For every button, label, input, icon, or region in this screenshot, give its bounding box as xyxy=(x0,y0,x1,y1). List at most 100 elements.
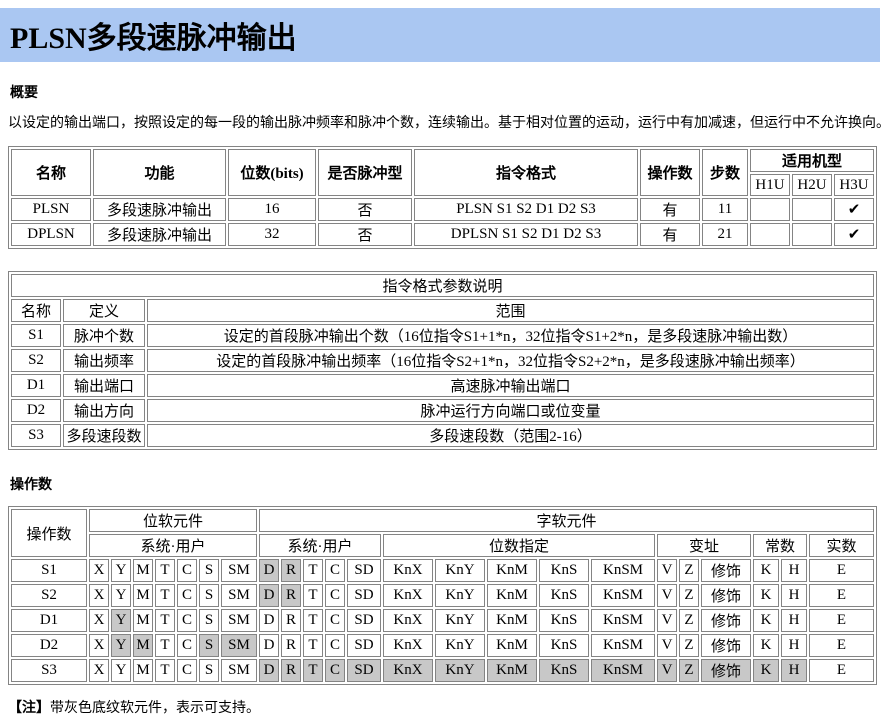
operand-table: 操作数 位软元件 字软元件 系统·用户 系统·用户 位数指定 变址 常数 实数 … xyxy=(8,506,877,685)
instruction-cell: 16 xyxy=(228,198,316,221)
device-cell-supported: D xyxy=(259,659,279,682)
device-cell: Y xyxy=(111,659,131,682)
note: 【注】带灰色底纹软元件，表示可支持。 xyxy=(8,697,894,717)
device-cell: KnY xyxy=(435,634,485,657)
device-cell: T xyxy=(303,634,323,657)
param-cell: 输出端口 xyxy=(63,374,145,397)
device-cell: H xyxy=(781,559,807,582)
device-cell: Z xyxy=(679,559,699,582)
param-row: D2 输出方向 脉冲运行方向端口或位变量 xyxy=(11,399,874,422)
page-title: PLSN多段速脉冲输出 xyxy=(10,22,297,55)
instruction-cell xyxy=(750,198,790,221)
device-cell: 修饰 xyxy=(701,634,751,657)
device-cell: V xyxy=(657,634,677,657)
instruction-row: DPLSN 多段速脉冲输出 32 否 DPLSN S1 S2 D1 D2 S3 有 21 ✔ xyxy=(11,223,874,246)
device-cell: T xyxy=(303,584,323,607)
device-cell: E xyxy=(809,659,874,682)
device-cell: KnS xyxy=(539,634,589,657)
device-cell: X xyxy=(89,559,109,582)
device-cell: T xyxy=(155,559,175,582)
param-header-row: 名称 定义 范围 xyxy=(11,299,874,322)
instruction-cell: 否 xyxy=(318,198,412,221)
device-cell-supported: SD xyxy=(347,659,381,682)
device-cell-supported: KnSM xyxy=(591,659,655,682)
instruction-cell: 11 xyxy=(702,198,748,221)
device-cell: C xyxy=(325,584,345,607)
instruction-cell: DPLSN xyxy=(11,223,91,246)
col-header-word-group: 字软元件 xyxy=(259,509,874,532)
param-cell: S2 xyxy=(11,349,61,372)
device-cell: T xyxy=(303,559,323,582)
device-cell: S xyxy=(199,609,219,632)
param-cell: 输出频率 xyxy=(63,349,145,372)
device-cell: KnM xyxy=(487,584,537,607)
device-cell-supported: D xyxy=(259,584,279,607)
instruction-cell: 21 xyxy=(702,223,748,246)
param-row: S3 多段速段数 多段速段数（范围2-16） xyxy=(11,424,874,447)
device-cell-supported: D xyxy=(259,559,279,582)
param-title-row: 指令格式参数说明 xyxy=(11,274,874,297)
device-cell: KnY xyxy=(435,559,485,582)
device-cell: Z xyxy=(679,634,699,657)
device-cell: V xyxy=(657,559,677,582)
operand-label-cell: D1 xyxy=(11,609,87,632)
device-cell: R xyxy=(281,609,301,632)
param-row: D1 输出端口 高速脉冲输出端口 xyxy=(11,374,874,397)
instruction-cell: PLSN xyxy=(11,198,91,221)
device-cell: X xyxy=(89,584,109,607)
device-cell: M xyxy=(133,609,153,632)
device-cell: E xyxy=(809,609,874,632)
device-cell: K xyxy=(753,634,779,657)
device-cell: Y xyxy=(111,559,131,582)
device-cell: Z xyxy=(679,584,699,607)
instruction-cell: 否 xyxy=(318,223,412,246)
operand-label-cell: S3 xyxy=(11,659,87,682)
col-header-steps: 步数 xyxy=(702,149,748,196)
device-cell: 修饰 xyxy=(701,584,751,607)
device-cell: M xyxy=(133,559,153,582)
page-header: PLSN多段速脉冲输出 xyxy=(0,8,880,62)
note-label: 【注】 xyxy=(8,701,50,716)
device-cell-supported: R xyxy=(281,659,301,682)
device-cell-supported: K xyxy=(753,659,779,682)
device-cell-supported: KnS xyxy=(539,659,589,682)
device-cell: T xyxy=(155,584,175,607)
operand-row: S2 X Y M T C S SM D R T C SD KnX KnY KnM KnS KnSM V Z 修饰 K H E xyxy=(11,584,874,607)
device-cell: H xyxy=(781,634,807,657)
param-row: S2 输出频率 设定的首段脉冲输出频率（16位指令S2+1*n，32位指令S2+2*… xyxy=(11,349,874,372)
col-header-operands: 操作数 xyxy=(640,149,700,196)
param-cell: 输出方向 xyxy=(63,399,145,422)
device-cell: C xyxy=(177,609,197,632)
operand-row: S1 X Y M T C S SM D R T C SD KnX KnY KnM KnS KnSM V Z 修饰 K H E xyxy=(11,559,874,582)
col-header-bits: 位数(bits) xyxy=(228,149,316,196)
device-cell: SM xyxy=(221,659,257,682)
device-cell: KnX xyxy=(383,634,433,657)
param-cell: D2 xyxy=(11,399,61,422)
device-cell: K xyxy=(753,559,779,582)
device-cell-supported: KnM xyxy=(487,659,537,682)
device-cell: KnY xyxy=(435,609,485,632)
operand-label-cell: S1 xyxy=(11,559,87,582)
device-cell: T xyxy=(155,659,175,682)
device-cell: KnM xyxy=(487,559,537,582)
device-cell: C xyxy=(325,634,345,657)
device-cell: C xyxy=(325,609,345,632)
device-cell-supported: 修饰 xyxy=(701,659,751,682)
col-header-param-name: 名称 xyxy=(11,299,61,322)
param-table: 指令格式参数说明 名称 定义 范围 S1 脉冲个数 设定的首段脉冲输出个数（16位指… xyxy=(8,271,877,450)
device-cell: KnX xyxy=(383,584,433,607)
instruction-cell: 32 xyxy=(228,223,316,246)
device-cell: SD xyxy=(347,559,381,582)
device-cell: SD xyxy=(347,609,381,632)
device-cell: D xyxy=(259,634,279,657)
param-cell: 多段速段数（范围2-16） xyxy=(147,424,874,447)
device-cell: KnSM xyxy=(591,609,655,632)
device-cell-supported: V xyxy=(657,659,677,682)
device-cell-supported: S xyxy=(199,634,219,657)
col-header-function: 功能 xyxy=(93,149,226,196)
device-cell: S xyxy=(199,659,219,682)
device-cell: D xyxy=(259,609,279,632)
param-row: S1 脉冲个数 设定的首段脉冲输出个数（16位指令S1+1*n，32位指令S1+2*… xyxy=(11,324,874,347)
checkmark-cell: ✔ xyxy=(834,223,874,246)
device-cell: S xyxy=(199,559,219,582)
